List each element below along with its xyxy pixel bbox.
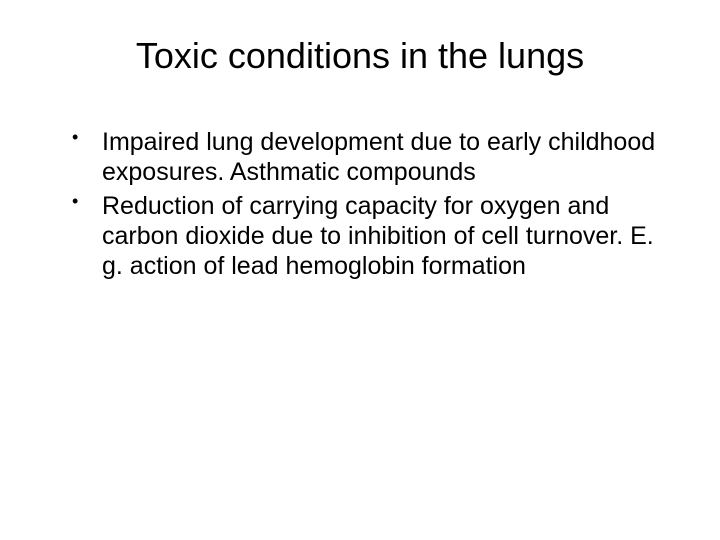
bullet-list: • Impaired lung development due to early… xyxy=(60,127,660,281)
list-item: • Impaired lung development due to early… xyxy=(72,127,660,187)
slide-title: Toxic conditions in the lungs xyxy=(60,35,660,77)
slide-container: Toxic conditions in the lungs • Impaired… xyxy=(0,0,720,540)
list-item: • Reduction of carrying capacity for oxy… xyxy=(72,191,660,281)
bullet-text: Reduction of carrying capacity for oxyge… xyxy=(102,192,654,280)
bullet-text: Impaired lung development due to early c… xyxy=(102,128,655,186)
bullet-icon: • xyxy=(72,127,78,149)
bullet-icon: • xyxy=(72,191,78,213)
